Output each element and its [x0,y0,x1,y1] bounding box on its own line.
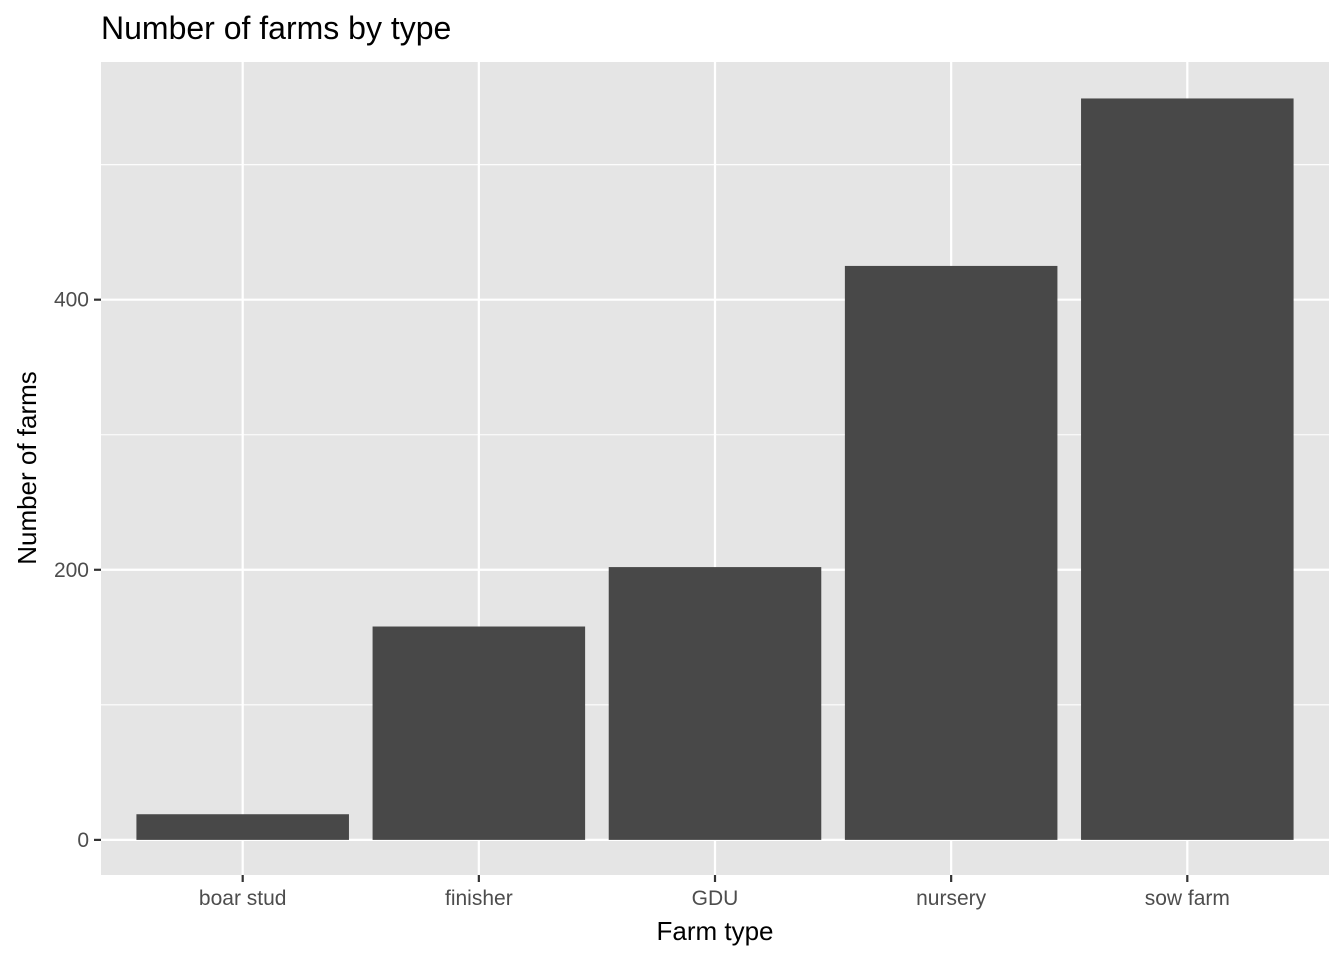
bar-boar-stud [136,814,349,840]
x-axis-title: Farm type [656,916,773,946]
x-tick-label: nursery [916,887,987,910]
y-tick-label: 200 [54,559,89,582]
x-tick-label: sow farm [1145,887,1230,910]
y-axis: 0 200 400 [54,289,101,852]
chart-title: Number of farms by type [101,10,451,46]
bar-gdu [608,567,822,840]
x-tick-label: finisher [445,887,513,910]
y-tick-label: 400 [54,289,89,312]
bar-sow-farm [1081,98,1294,840]
x-tick-label: boar stud [199,887,287,910]
y-tick-label: 0 [77,829,89,852]
bar-finisher [372,626,586,840]
bars [136,98,1294,840]
x-tick-label: GDU [692,887,739,910]
y-axis-title: Number of farms [12,371,42,565]
x-axis: boar stud finisher GDU nursery sow farm [199,875,1230,910]
bar-nursery [844,265,1058,840]
